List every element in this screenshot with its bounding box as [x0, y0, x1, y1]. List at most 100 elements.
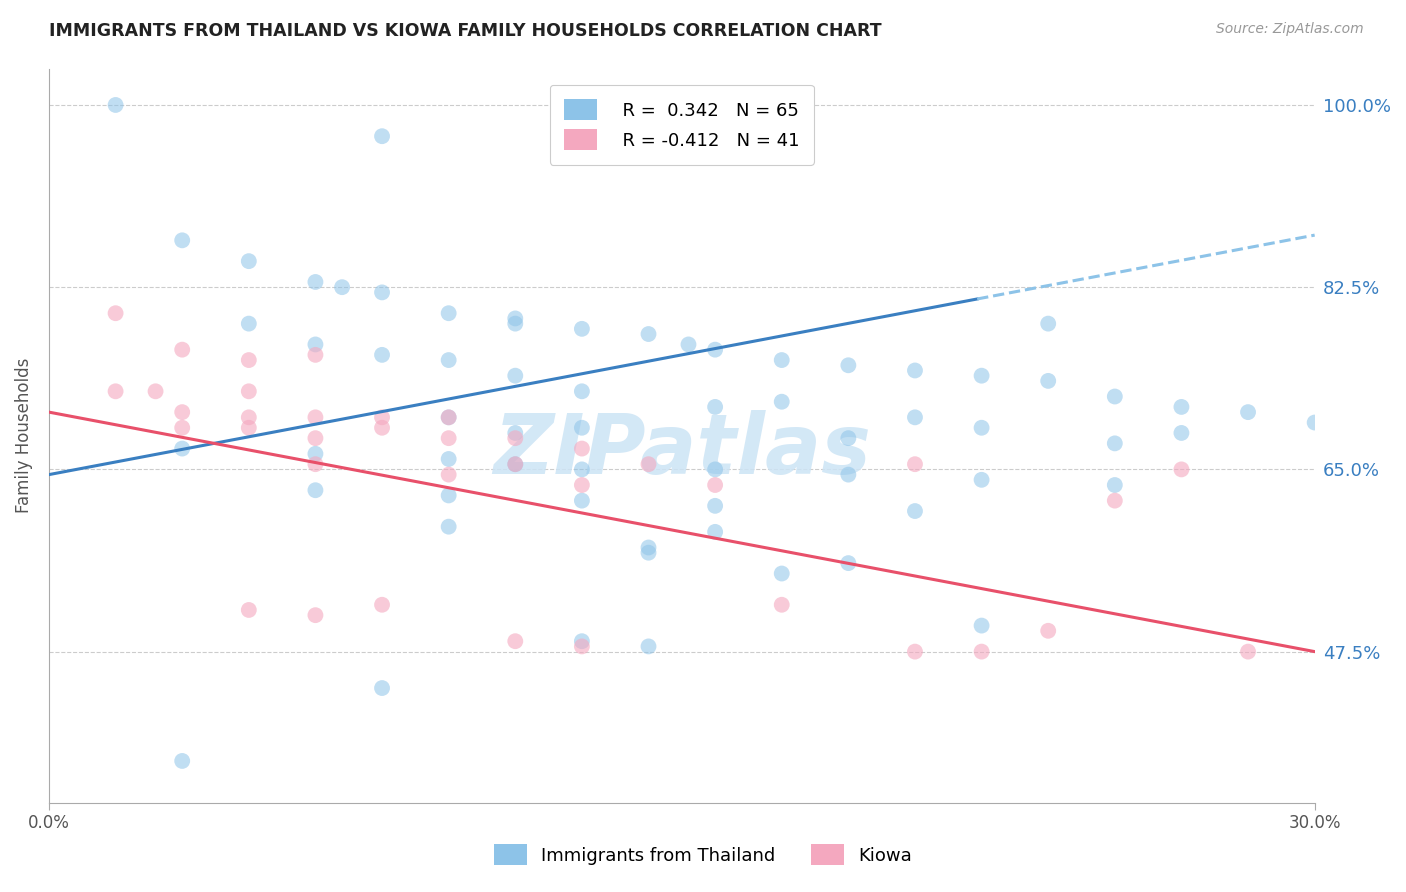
Point: [770, 598, 793, 612]
Text: Source: ZipAtlas.com: Source: ZipAtlas.com: [1216, 22, 1364, 37]
Point: [437, 306, 460, 320]
Point: [304, 483, 326, 498]
Point: [330, 280, 353, 294]
Point: [1237, 405, 1260, 419]
Point: [371, 285, 394, 300]
Point: [371, 348, 394, 362]
Point: [970, 645, 993, 659]
Point: [1237, 645, 1260, 659]
Text: ZIPatlas: ZIPatlas: [494, 409, 870, 491]
Point: [904, 363, 927, 377]
Point: [437, 519, 460, 533]
Point: [437, 410, 460, 425]
Point: [637, 640, 659, 654]
Point: [437, 488, 460, 502]
Point: [1303, 416, 1326, 430]
Point: [238, 421, 260, 435]
Point: [1170, 462, 1192, 476]
Point: [571, 640, 593, 654]
Point: [904, 645, 927, 659]
Point: [437, 410, 460, 425]
Point: [371, 421, 394, 435]
Point: [1170, 400, 1192, 414]
Point: [104, 306, 127, 320]
Point: [238, 384, 260, 399]
Point: [571, 384, 593, 399]
Point: [837, 467, 859, 482]
Point: [238, 353, 260, 368]
Point: [1104, 390, 1126, 404]
Point: [970, 421, 993, 435]
Point: [304, 608, 326, 623]
Point: [238, 410, 260, 425]
Legend: Immigrants from Thailand, Kiowa: Immigrants from Thailand, Kiowa: [485, 835, 921, 874]
Point: [437, 431, 460, 445]
Point: [1170, 425, 1192, 440]
Point: [503, 311, 526, 326]
Point: [704, 343, 727, 357]
Point: [904, 410, 927, 425]
Point: [1104, 436, 1126, 450]
Y-axis label: Family Households: Family Households: [15, 358, 32, 513]
Point: [678, 337, 700, 351]
Point: [503, 457, 526, 471]
Point: [503, 634, 526, 648]
Point: [371, 598, 394, 612]
Point: [571, 462, 593, 476]
Point: [304, 410, 326, 425]
Point: [503, 457, 526, 471]
Point: [172, 421, 194, 435]
Point: [304, 275, 326, 289]
Point: [172, 233, 194, 247]
Point: [104, 98, 127, 112]
Point: [571, 478, 593, 492]
Point: [1104, 493, 1126, 508]
Point: [437, 353, 460, 368]
Point: [571, 421, 593, 435]
Point: [970, 368, 993, 383]
Point: [704, 524, 727, 539]
Point: [770, 566, 793, 581]
Point: [837, 556, 859, 570]
Point: [503, 317, 526, 331]
Point: [837, 358, 859, 372]
Point: [371, 410, 394, 425]
Point: [104, 384, 127, 399]
Point: [704, 400, 727, 414]
Point: [571, 442, 593, 456]
Point: [304, 348, 326, 362]
Point: [571, 322, 593, 336]
Point: [1038, 624, 1060, 638]
Point: [304, 431, 326, 445]
Point: [371, 129, 394, 144]
Point: [503, 425, 526, 440]
Point: [637, 457, 659, 471]
Point: [238, 317, 260, 331]
Point: [704, 499, 727, 513]
Point: [172, 405, 194, 419]
Point: [704, 462, 727, 476]
Point: [503, 431, 526, 445]
Point: [571, 493, 593, 508]
Point: [1038, 317, 1060, 331]
Point: [837, 431, 859, 445]
Point: [503, 368, 526, 383]
Text: IMMIGRANTS FROM THAILAND VS KIOWA FAMILY HOUSEHOLDS CORRELATION CHART: IMMIGRANTS FROM THAILAND VS KIOWA FAMILY…: [49, 22, 882, 40]
Point: [304, 447, 326, 461]
Point: [571, 634, 593, 648]
Point: [304, 337, 326, 351]
Point: [904, 457, 927, 471]
Point: [970, 618, 993, 632]
Point: [637, 326, 659, 341]
Point: [970, 473, 993, 487]
Point: [637, 541, 659, 555]
Point: [238, 603, 260, 617]
Point: [437, 467, 460, 482]
Point: [172, 343, 194, 357]
Point: [1038, 374, 1060, 388]
Point: [172, 754, 194, 768]
Point: [172, 442, 194, 456]
Point: [904, 504, 927, 518]
Point: [770, 353, 793, 368]
Point: [371, 681, 394, 695]
